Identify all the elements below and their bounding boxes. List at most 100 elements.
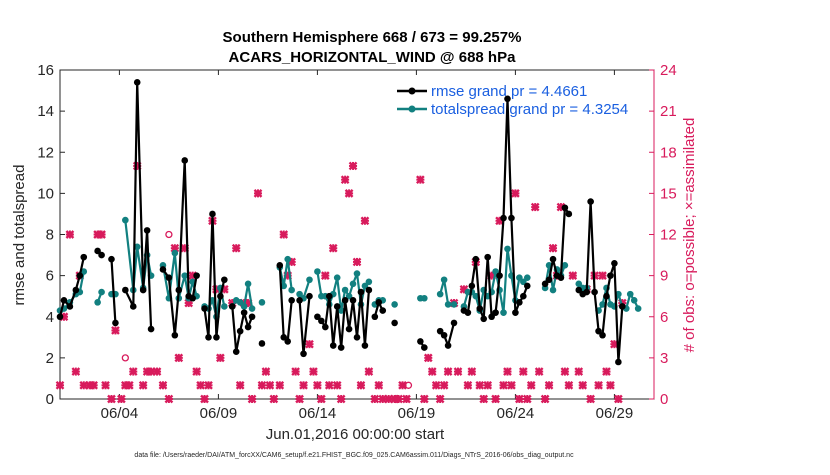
obs-assimilated-marker (253, 189, 263, 198)
spread-point (306, 276, 313, 284)
right-y-tick-label: 18 (660, 144, 677, 161)
chart-title-line-2: ACARS_HORIZONTAL_WIND @ 688 hPa (229, 49, 517, 66)
rmse-point (341, 297, 349, 304)
obs-assimilated-marker (402, 394, 411, 404)
obs-assimilated-marker (128, 367, 138, 376)
left-y-tick-label: 8 (46, 227, 54, 244)
obs-assimilated-marker (257, 380, 267, 390)
rmse-point (201, 305, 208, 312)
spread-point (634, 305, 642, 312)
obs-assimilated-marker (317, 394, 326, 404)
obs-assimilated-marker (491, 394, 500, 404)
right-y-tick-label: 9 (660, 268, 668, 285)
legend: rmse grand pr = 4.4661 totalspread grand… (397, 83, 628, 118)
obs-assimilated-marker (196, 380, 205, 390)
rmse-point (436, 327, 444, 335)
rmse-point (345, 325, 353, 333)
x-tick-label: 06/09 (200, 405, 238, 422)
obs-assimilated-marker (309, 367, 318, 376)
rmse-point (357, 288, 365, 296)
obs-assimilated-marker (507, 380, 516, 390)
spread-point (333, 274, 341, 281)
spread-point (575, 280, 583, 288)
rmse-point (557, 274, 565, 281)
rmse-point (228, 303, 236, 310)
obs-assimilated-marker (431, 380, 441, 390)
spread-point (500, 309, 507, 316)
rmse-point (66, 303, 74, 310)
right-y-tick-label: 3 (660, 350, 668, 367)
rmse-point (165, 274, 173, 281)
rmse-point (575, 286, 583, 294)
rmse-point (587, 198, 594, 205)
rmse-point (516, 299, 523, 306)
spread-point (133, 243, 141, 251)
x-tick-label: 06/04 (101, 405, 139, 422)
obs-assimilated-marker (55, 380, 65, 390)
rmse-point (147, 325, 155, 333)
spread-point (630, 297, 638, 304)
obs-assimilated-marker (324, 380, 334, 390)
obs-assimilated-marker (352, 257, 362, 267)
right-y-axis-label: # of obs: o=possible; ×=assimilated (681, 118, 698, 353)
rmse-point (476, 305, 484, 312)
rmse-point (209, 210, 216, 218)
spread-point (472, 292, 480, 300)
obs-assimilated-marker (340, 175, 350, 185)
legend-spread-label: totalspread grand pr = 4.3254 (431, 101, 628, 118)
rmse-point (545, 276, 553, 284)
obs-assimilated-marker (328, 243, 338, 253)
obs-assimilated-marker (540, 394, 550, 404)
rmse-point (607, 272, 614, 279)
spread-point (391, 301, 398, 308)
rmse-point (248, 313, 256, 321)
spread-point (450, 301, 458, 308)
obs-assimilated-marker (594, 380, 603, 390)
plot-area (59, 69, 655, 400)
rmse-point (129, 303, 137, 310)
rmse-point (171, 331, 179, 339)
spread-point (314, 268, 321, 275)
rmse-line-segment (316, 289, 370, 349)
rmse-point (236, 327, 244, 335)
rmse-point (80, 253, 88, 261)
rmse-point (60, 297, 68, 304)
data-file-footnote: data file: /Users/raeder/DAI/ATM_forcXX/… (134, 452, 574, 459)
obs-assimilated-marker (204, 380, 213, 390)
obs-assimilated-marker (568, 271, 578, 280)
rmse-point (371, 313, 379, 321)
obs-assimilated-marker (261, 367, 271, 376)
rmse-point (520, 292, 527, 300)
obs-assimilated-marker (152, 367, 162, 376)
obs-assimilated-marker (453, 367, 463, 376)
rmse-point (391, 319, 398, 327)
obs-assimilated-marker (348, 161, 358, 171)
rmse-point (496, 272, 503, 279)
rmse-point (288, 297, 295, 304)
spread-point (516, 274, 523, 281)
rmse-series (56, 79, 626, 366)
rmse-point (417, 338, 424, 345)
left-y-tick-label: 14 (37, 103, 54, 120)
rmse-point (472, 255, 480, 263)
rmse-point (599, 331, 606, 339)
obs-assimilated-marker (463, 380, 473, 390)
obs-assimilated-marker (606, 380, 615, 390)
obs-assimilated-marker (299, 380, 308, 390)
spread-point (236, 299, 244, 306)
rmse-point (244, 323, 252, 331)
left-y-tick-label: 2 (46, 350, 54, 367)
spread-point (440, 276, 448, 284)
obs-assimilated-marker (295, 394, 304, 404)
rmse-point (232, 348, 240, 356)
spread-point (258, 299, 266, 306)
spread-point (523, 274, 531, 281)
spread-point (244, 280, 252, 288)
rmse-point (421, 344, 428, 351)
rmse-point (595, 327, 602, 335)
x-axis-label: Jun.01,2016 00:00:00 start (266, 426, 445, 443)
rmse-point (440, 331, 448, 339)
obs-assimilated-marker (503, 367, 512, 376)
spread-point (436, 290, 444, 298)
